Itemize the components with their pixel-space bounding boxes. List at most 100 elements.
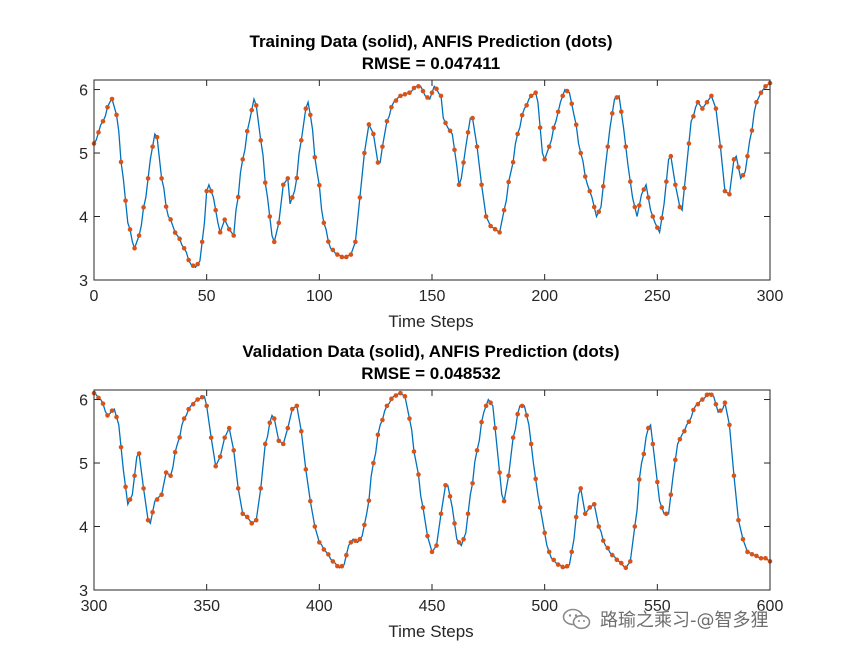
chart-title: Training Data (solid), ANFIS Prediction …: [250, 32, 613, 51]
prediction-dot: [141, 486, 146, 491]
prediction-dot: [587, 505, 593, 510]
prediction-dot: [114, 112, 119, 118]
prediction-dot: [537, 125, 543, 130]
prediction-dot: [154, 134, 160, 140]
prediction-dot: [168, 473, 173, 479]
prediction-dot: [691, 407, 696, 413]
prediction-dot: [127, 227, 133, 232]
prediction-dot: [118, 444, 124, 450]
prediction-dot: [267, 214, 273, 219]
prediction-dot: [682, 428, 687, 434]
prediction-dot: [294, 175, 300, 181]
y-tick-label: 6: [79, 83, 88, 100]
prediction-dot: [713, 106, 719, 111]
prediction-dot: [344, 552, 349, 558]
prediction-dot: [492, 226, 498, 232]
prediction-dot: [497, 230, 502, 235]
prediction-dot: [402, 394, 408, 399]
prediction-dot: [569, 101, 575, 107]
prediction-dot: [479, 182, 484, 188]
prediction-dot: [294, 403, 300, 409]
prediction-dot: [317, 182, 322, 188]
chart-title: Validation Data (solid), ANFIS Predictio…: [242, 342, 619, 361]
chart-subtitle: RMSE = 0.047411: [362, 54, 500, 73]
prediction-dot: [253, 517, 259, 523]
prediction-dot: [253, 103, 259, 108]
prediction-dot: [393, 393, 399, 398]
prediction-dot: [456, 540, 462, 545]
prediction-dot: [609, 111, 615, 116]
prediction-dot: [528, 93, 534, 99]
prediction-dot: [582, 511, 588, 517]
prediction-dot: [258, 486, 264, 491]
prediction-dot: [389, 104, 394, 110]
prediction-dot: [596, 524, 602, 529]
prediction-dot: [181, 245, 187, 251]
prediction-dot: [637, 477, 642, 482]
prediction-dot: [177, 236, 182, 242]
prediction-dot: [704, 99, 710, 105]
prediction-dot: [501, 498, 507, 504]
prediction-dot: [213, 207, 218, 213]
prediction-dot: [614, 557, 620, 563]
x-tick-label: 450: [419, 598, 446, 615]
prediction-dot: [596, 209, 602, 215]
prediction-dot: [303, 106, 309, 111]
prediction-dot: [96, 130, 101, 135]
prediction-dot: [664, 179, 669, 184]
prediction-dot: [600, 538, 606, 543]
prediction-dot: [105, 413, 110, 418]
prediction-dot: [655, 479, 660, 485]
prediction-dot: [190, 401, 196, 407]
prediction-dot: [434, 86, 439, 92]
prediction-dot: [226, 226, 232, 232]
prediction-dot: [506, 473, 511, 479]
prediction-dot: [199, 394, 205, 400]
prediction-dot: [591, 501, 597, 507]
prediction-dot: [123, 198, 128, 203]
prediction-dot: [483, 403, 489, 409]
prediction-dot: [407, 90, 412, 95]
prediction-dot: [736, 517, 741, 523]
prediction-dot: [339, 254, 345, 260]
prediction-dot: [646, 195, 651, 200]
x-tick-label: 500: [531, 598, 558, 615]
prediction-dot: [646, 425, 651, 431]
y-tick-label: 3: [79, 273, 88, 290]
prediction-dot: [627, 559, 633, 564]
prediction-dot: [109, 96, 115, 102]
prediction-dot: [429, 90, 435, 95]
prediction-dot: [641, 451, 647, 457]
prediction-dot: [438, 511, 444, 517]
y-tick-label: 4: [79, 520, 88, 537]
prediction-dot: [524, 413, 529, 418]
prediction-dot: [695, 401, 701, 407]
prediction-dot: [280, 182, 286, 188]
prediction-dot: [357, 195, 363, 200]
prediction-dot: [190, 263, 196, 269]
prediction-dot: [623, 565, 629, 571]
prediction-dot: [420, 505, 426, 510]
x-axis-label: Time Steps: [388, 312, 473, 331]
prediction-dot: [488, 223, 493, 229]
prediction-dot: [727, 422, 732, 428]
prediction-dot: [375, 160, 381, 165]
prediction-dot: [335, 252, 340, 257]
prediction-dot: [659, 505, 665, 510]
prediction-dot: [280, 441, 286, 447]
prediction-dot: [434, 543, 439, 548]
prediction-dot: [348, 252, 354, 257]
prediction-dot: [177, 435, 182, 440]
prediction-dot: [546, 549, 552, 555]
x-tick-label: 50: [198, 288, 216, 305]
prediction-dot: [510, 435, 516, 440]
prediction-dot: [443, 120, 448, 126]
prediction-dot: [533, 90, 538, 95]
prediction-dot: [578, 486, 584, 491]
prediction-dot: [591, 204, 597, 210]
prediction-dot: [217, 454, 223, 459]
prediction-dot: [244, 128, 250, 134]
prediction-dot: [578, 150, 584, 156]
y-tick-label: 3: [79, 583, 88, 600]
